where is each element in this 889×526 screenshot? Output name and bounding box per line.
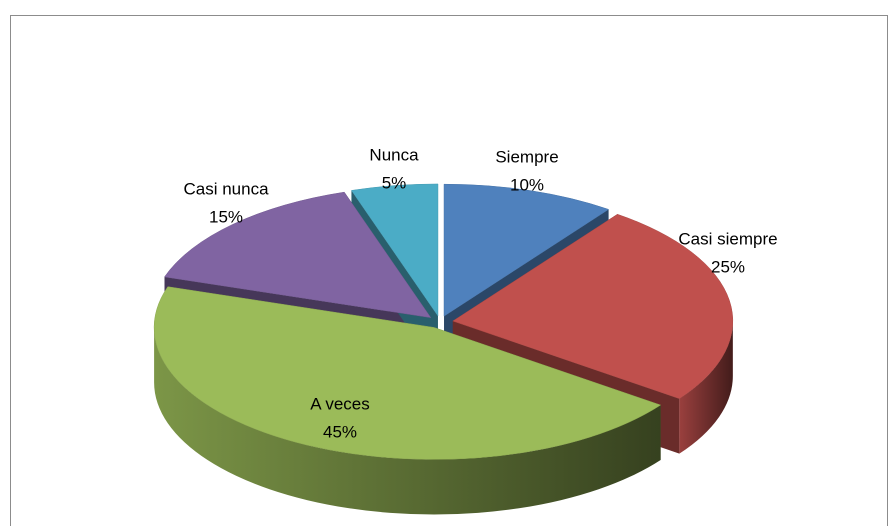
slice-value-label: 25% [711,257,745,276]
slice-value-label: 45% [323,422,357,441]
data-labels: Siempre 10% Casi siempre 25% A veces 45% Casi … [183,145,777,441]
pie-slice-side [154,327,661,515]
slice-label: A veces [310,394,370,413]
pie-tops [153,183,734,460]
pie-slice [153,286,662,460]
slice-value-label: 5% [382,173,407,192]
pie-slice [164,191,432,319]
pie-slice-side [679,321,733,454]
slice-label: Nunca [369,145,419,164]
pie-slice [443,183,610,317]
slice-label: Siempre [495,147,558,166]
pie-slice [452,213,734,399]
slice-value-label: 10% [510,175,544,194]
slice-label: Casi siempre [678,229,777,248]
slice-value-label: 15% [209,207,243,226]
slice-label: Casi nunca [183,179,269,198]
pie-slice [351,183,439,317]
